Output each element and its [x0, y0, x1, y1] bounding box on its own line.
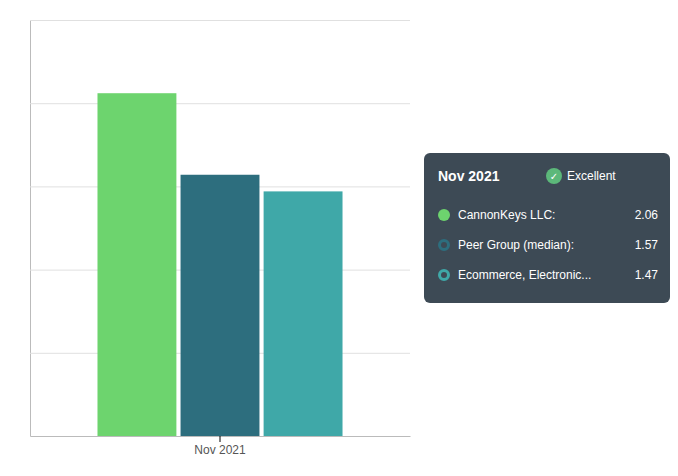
- series-marker: [440, 271, 449, 280]
- x-tick-label: Nov 2021: [194, 443, 246, 457]
- badge-icon: ✓: [550, 171, 558, 182]
- tooltip: Nov 2021 ✓ Excellent CannonKeys LLC: 2.06 Pee…: [424, 153, 670, 303]
- x-tick-mark: [220, 436, 221, 442]
- plot-area: Nov 2021: [30, 21, 411, 457]
- bar: [97, 93, 176, 436]
- tooltip-title: Nov 2021: [438, 168, 500, 184]
- tooltip-background: [424, 153, 670, 303]
- series-name: CannonKeys LLC:: [458, 208, 555, 222]
- y-tick: [30, 103, 410, 104]
- y-axis-line: [31, 21, 411, 437]
- badge-label: Excellent: [567, 169, 616, 183]
- bar: [264, 191, 343, 436]
- tooltip-row: Peer Group (median): 1.57: [440, 238, 659, 252]
- bar: [181, 175, 260, 436]
- series-marker: [438, 209, 450, 221]
- y-axis: [30, 21, 410, 437]
- series-value: 1.57: [635, 238, 659, 252]
- bars: [97, 93, 342, 436]
- grid-line: [30, 103, 410, 104]
- x-axis: Nov 2021: [31, 436, 411, 457]
- x-tick: Nov 2021: [194, 436, 246, 457]
- series-value: 1.47: [635, 268, 659, 282]
- series-name: Peer Group (median):: [458, 238, 574, 252]
- series-name: Ecommerce, Electronic...: [458, 268, 591, 282]
- tooltip-row: CannonKeys LLC: 2.06: [438, 208, 658, 222]
- series-value: 2.06: [635, 208, 659, 222]
- grid-line: [30, 20, 410, 21]
- series-marker: [440, 241, 449, 250]
- y-tick: [30, 20, 410, 21]
- tooltip-row: Ecommerce, Electronic... 1.47: [440, 268, 659, 282]
- badge-circle: [546, 168, 562, 184]
- chart: Nov 2021 Nov 2021 ✓ Excellent CannonKeys LLC…: [0, 0, 678, 476]
